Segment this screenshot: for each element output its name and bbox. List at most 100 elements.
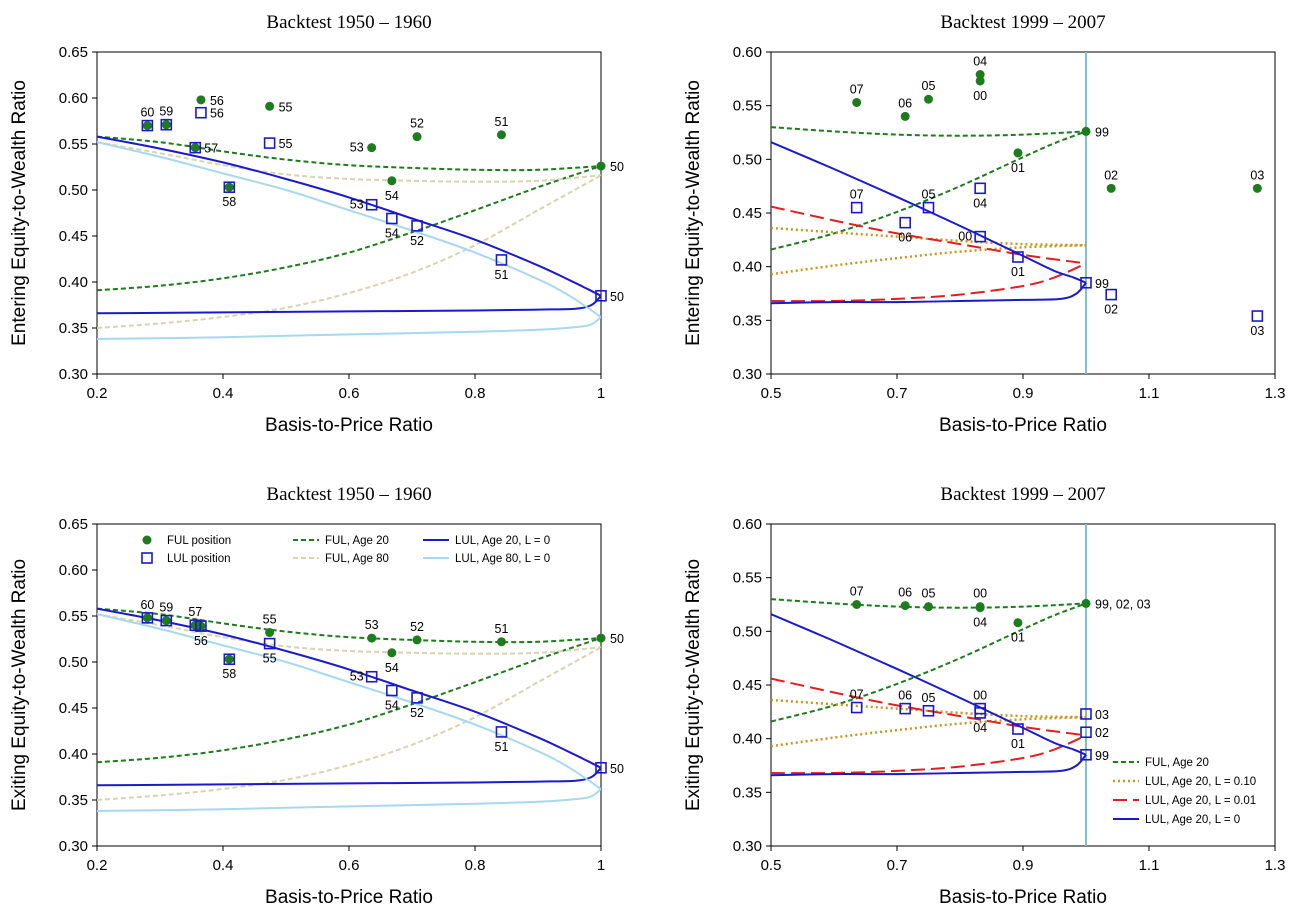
point-label: 51: [495, 115, 509, 129]
curve-lul20: [97, 767, 601, 787]
point-label: 07: [850, 82, 864, 96]
ful-point: [596, 161, 606, 171]
curve-ful80: [97, 141, 601, 183]
point-label: 56: [194, 634, 208, 648]
ful-point: [924, 602, 933, 612]
point-label: 06: [898, 96, 912, 110]
point-label: 57: [204, 142, 218, 156]
point-label: 60: [140, 106, 154, 120]
legend-item: FUL, Age 20: [1113, 757, 1209, 769]
y-tick-label: 0.50: [59, 182, 88, 199]
point-label: 04: [973, 55, 987, 69]
y-tick-label: 0.65: [59, 516, 88, 533]
x-axis-label: Basis-to-Price Ratio: [939, 415, 1107, 436]
lul-point: [850, 201, 863, 214]
legend-label: LUL, Age 80, L = 0: [455, 553, 550, 565]
ful-point: [367, 143, 377, 153]
x-tick-label: 0.9: [1013, 857, 1034, 874]
y-axis-label: Entering Equity-to-Wealth Ratio: [9, 80, 30, 346]
lul-point: [1080, 276, 1092, 289]
lul-point: [365, 198, 378, 211]
legend-marker-lul: [141, 552, 153, 564]
curve-lul20: [771, 613, 1087, 756]
point-label: 52: [410, 620, 424, 634]
curve-lul20: [771, 754, 1087, 777]
ful-point: [265, 628, 275, 638]
point-label: 59: [159, 601, 173, 615]
lul-point: [1080, 726, 1092, 739]
curve-lul80: [97, 141, 601, 318]
point-label: 01: [1011, 631, 1025, 645]
point-label: 06: [898, 689, 912, 703]
curve-ful20: [771, 126, 1087, 137]
point-label: 51: [495, 622, 509, 636]
ful-point: [1013, 148, 1023, 158]
y-tick-label: 0.35: [733, 784, 762, 801]
point-label: 05: [922, 188, 936, 202]
point-label: 99: [1095, 749, 1109, 763]
point-label: 00: [973, 587, 987, 601]
chart-entering-1950-1960: Backtest 1950 – 1960 0.30 0.35 0.40 0.45 0.50…: [9, 12, 624, 436]
legend-label: LUL, Age 20, L = 0: [455, 535, 550, 547]
point-label: 59: [159, 105, 173, 119]
curve-l010: [771, 226, 1087, 247]
chart-title: Backtest 1999 – 2007: [940, 484, 1105, 505]
point-label: 50: [610, 762, 624, 776]
ful-point: [1252, 183, 1262, 193]
legend-item: LUL, Age 80, L = 0: [423, 553, 550, 565]
plot-area: [96, 523, 602, 847]
lul-point: [189, 141, 202, 154]
lul-point: [386, 212, 398, 225]
point-label: 53: [350, 198, 364, 212]
point-label: 53: [350, 141, 364, 155]
point-label: 01: [1011, 265, 1025, 279]
lul-point: [160, 614, 173, 627]
legend-label: FUL, Age 20: [1145, 757, 1209, 769]
ful-point: [387, 176, 397, 186]
curve-lul80: [97, 316, 601, 340]
plot-content: [771, 524, 1087, 846]
ful-point: [387, 648, 397, 658]
ful-point: [975, 603, 985, 613]
point-label: 55: [279, 100, 293, 114]
point-label: 03: [1250, 324, 1264, 338]
y-tick-label: 0.50: [733, 623, 762, 640]
legend: FUL position FUL, Age 20 LUL, Age 20, L = …: [141, 535, 550, 565]
ful-point: [142, 613, 152, 623]
ful-point: [496, 637, 506, 647]
x-tick-label: 0.9: [1013, 385, 1034, 402]
ful-point: [496, 130, 506, 140]
x-tick-label: 0.6: [339, 857, 360, 874]
point-label: 07: [850, 188, 864, 202]
curve-ful80: [97, 646, 601, 801]
point-label: 50: [610, 160, 624, 174]
x-tick-label: 0.2: [87, 385, 108, 402]
ful-point: [852, 97, 862, 107]
plot-content: [771, 52, 1087, 374]
plot-area: [96, 51, 602, 375]
ful-point: [975, 76, 985, 86]
y-tick-label: 0.35: [59, 792, 88, 809]
curve-ful20: [97, 165, 601, 292]
legend-item: FUL, Age 80: [293, 553, 389, 565]
lul-point: [595, 289, 607, 302]
point-label: 57: [188, 605, 202, 619]
point-label: 58: [222, 195, 236, 209]
lul-point: [1251, 310, 1264, 322]
x-tick-label: 1.3: [1265, 385, 1286, 402]
y-tick-label: 0.60: [733, 516, 762, 533]
legend-item: LUL position: [141, 552, 231, 565]
x-tick-label: 0.5: [761, 857, 782, 874]
legend-marker-ful: [142, 535, 152, 545]
point-label: 52: [410, 706, 424, 720]
ful-point: [1081, 598, 1091, 608]
y-tick-label: 0.30: [59, 366, 88, 383]
y-tick-label: 0.40: [59, 274, 88, 291]
lul-point: [974, 182, 986, 195]
lul-point: [974, 230, 986, 243]
y-axis-label: Exiting Equity-to-Wealth Ratio: [9, 559, 30, 811]
point-label: 55: [263, 613, 277, 627]
curve-l001: [771, 205, 1087, 265]
curve-ful20: [97, 637, 601, 764]
point-label: 07: [850, 585, 864, 599]
